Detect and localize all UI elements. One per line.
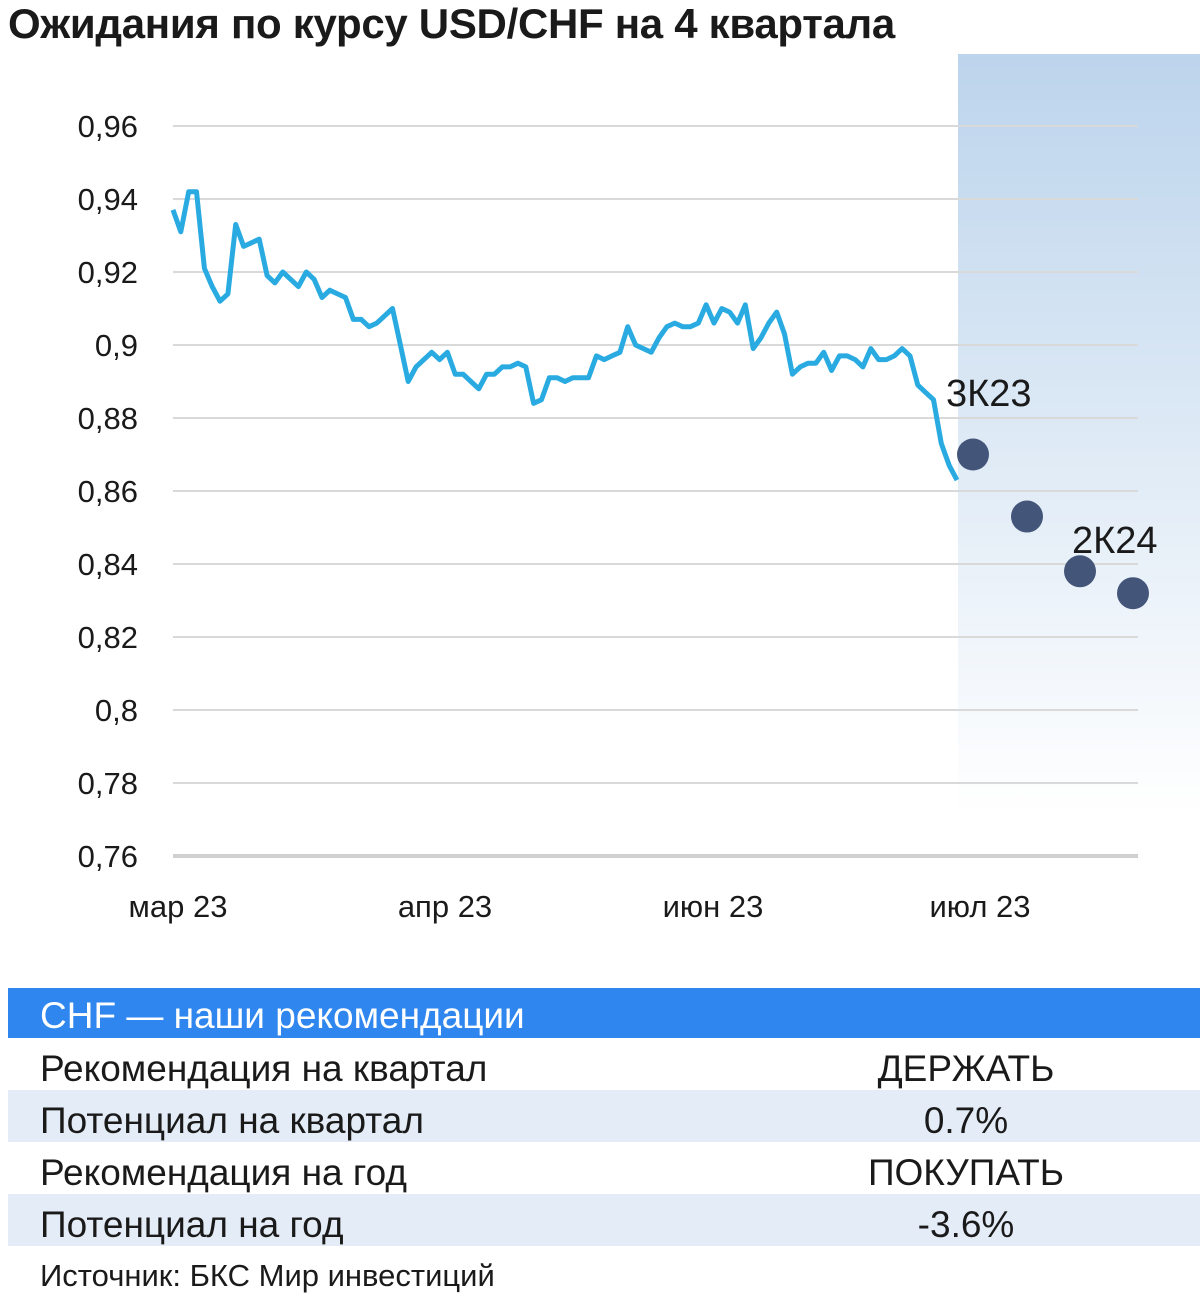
annotation-2k24: 2К24 xyxy=(1072,520,1158,562)
row-label: Рекомендация на год xyxy=(40,1152,407,1193)
table-row: Потенциал на год -3.6% xyxy=(8,1194,1200,1246)
y-tick-label: 0,88 xyxy=(78,401,138,436)
usd-chf-chart: 0,96 0,94 0,92 0,9 0,88 0,86 0,84 0,82 0,8 0,78 0,… xyxy=(78,54,1200,924)
x-tick-label: июн 23 xyxy=(663,889,764,924)
y-tick-label: 0,78 xyxy=(78,766,138,801)
table-header: CHF — наши рекомендации xyxy=(8,988,1200,1038)
forecast-points xyxy=(957,438,1149,610)
forecast-point xyxy=(1117,577,1149,610)
table-row: Рекомендация на квартал ДЕРЖАТЬ xyxy=(8,1038,1200,1090)
x-tick-label: мар 23 xyxy=(129,889,228,924)
row-value: ПОКУПАТЬ xyxy=(867,1152,1065,1193)
y-tick-label: 0,92 xyxy=(78,255,138,290)
row-value: ДЕРЖАТЬ xyxy=(877,1048,1055,1089)
usd-chf-line xyxy=(170,189,960,482)
table-row: Рекомендация на год ПОКУПАТЬ xyxy=(8,1142,1200,1194)
y-tick-label: 0,76 xyxy=(78,839,138,874)
recommendations-table: CHF — наши рекомендации Рекомендация на … xyxy=(8,988,1200,1246)
row-label: Потенциал на квартал xyxy=(40,1100,424,1141)
x-tick-label: апр 23 xyxy=(398,889,492,924)
forecast-point xyxy=(1064,555,1096,588)
chart-title: Ожидания по курсу USD/CHF на 4 квартала xyxy=(8,0,895,47)
y-axis-ticks: 0,96 0,94 0,92 0,9 0,88 0,86 0,84 0,82 0,8 0,78 0,… xyxy=(78,109,138,874)
y-tick-label: 0,82 xyxy=(78,620,138,655)
source-note: Источник: БКС Мир инвестиций xyxy=(40,1258,495,1293)
y-tick-label: 0,8 xyxy=(95,693,138,728)
y-tick-label: 0,96 xyxy=(78,109,138,144)
y-tick-label: 0,9 xyxy=(95,328,138,363)
row-label: Потенциал на год xyxy=(40,1204,344,1245)
table-row: Потенциал на квартал 0.7% xyxy=(8,1090,1200,1142)
row-label: Рекомендация на квартал xyxy=(40,1048,488,1089)
forecast-point xyxy=(1011,500,1043,533)
row-value: -3.6% xyxy=(917,1204,1015,1245)
y-tick-label: 0,94 xyxy=(78,182,138,217)
annotation-3k23: 3К23 xyxy=(946,373,1032,415)
gridlines xyxy=(173,125,1138,858)
y-tick-label: 0,84 xyxy=(78,547,138,582)
row-value: 0.7% xyxy=(923,1100,1009,1141)
y-tick-label: 0,86 xyxy=(78,474,138,509)
forecast-band xyxy=(958,54,1200,814)
x-tick-label: июл 23 xyxy=(929,889,1030,924)
x-axis-ticks: мар 23 апр 23 июн 23 июл 23 xyxy=(129,889,1031,924)
forecast-point xyxy=(957,438,989,471)
